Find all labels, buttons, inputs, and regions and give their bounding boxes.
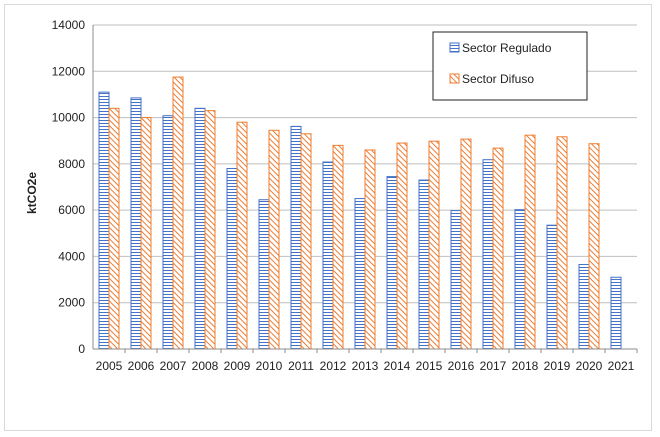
bar-sector-difuso — [172, 76, 184, 350]
bar-sector-difuso — [396, 142, 408, 350]
bar-sector-difuso — [428, 140, 440, 350]
bar-sector-difuso — [492, 147, 504, 350]
bar-sector-difuso — [332, 144, 344, 350]
legend: Sector Regulado Sector Difuso — [432, 31, 588, 101]
x-tick-label: 2008 — [192, 359, 219, 373]
x-tick-label: 2013 — [352, 359, 379, 373]
bar-sector-difuso — [460, 138, 472, 350]
bar-sector-regulado — [418, 179, 430, 350]
bar-sector-regulado — [578, 264, 590, 350]
x-tick-label: 2005 — [96, 359, 123, 373]
bar-sector-regulado — [322, 161, 334, 350]
bar-sector-regulado — [162, 115, 174, 350]
bar-sector-difuso — [364, 149, 376, 350]
bar-sector-regulado — [226, 167, 238, 350]
y-tick-label: 6000 — [58, 203, 85, 217]
chart-frame: 0 2000 4000 6000 8000 10000 12000 14000 2005 200… — [4, 4, 652, 431]
bar-sector-regulado — [386, 176, 398, 350]
bar-sector-regulado — [194, 107, 206, 350]
y-tick-label: 8000 — [58, 157, 85, 171]
bars — [98, 76, 622, 350]
x-tick-label: 2016 — [448, 359, 475, 373]
x-tick-label: 2021 — [608, 359, 635, 373]
bar-sector-regulado — [354, 198, 366, 350]
bar-sector-regulado — [450, 210, 462, 350]
x-tick-label: 2019 — [544, 359, 571, 373]
legend-swatch-sector-regulado — [449, 42, 460, 53]
x-tick-label: 2012 — [320, 359, 347, 373]
y-axis-title: ktCO2e — [25, 172, 39, 214]
x-tick-label: 2017 — [480, 359, 507, 373]
legend-label-sector-difuso: Sector Difuso — [462, 72, 534, 86]
y-tick-label: 14000 — [52, 18, 86, 32]
bar-sector-difuso — [524, 134, 536, 350]
bar-sector-regulado — [546, 224, 558, 350]
bar-sector-regulado — [130, 97, 142, 350]
bar-sector-difuso — [300, 133, 312, 350]
bar-sector-difuso — [108, 107, 120, 350]
y-tick-label: 12000 — [52, 64, 86, 78]
bar-sector-difuso — [204, 110, 216, 350]
bar-sector-difuso — [556, 136, 568, 350]
bar-sector-regulado — [610, 276, 622, 350]
y-tick-label: 10000 — [52, 111, 86, 125]
x-tick-label: 2009 — [224, 359, 251, 373]
legend-label-sector-regulado: Sector Regulado — [462, 41, 552, 55]
bar-sector-difuso — [588, 143, 600, 350]
y-tick-label: 0 — [78, 342, 85, 356]
bar-sector-regulado — [482, 159, 494, 350]
y-tick-labels: 0 2000 4000 6000 8000 10000 12000 14000 — [52, 18, 86, 356]
bar-sector-regulado — [514, 209, 526, 350]
x-tick-label: 2014 — [384, 359, 411, 373]
legend-swatch-sector-difuso — [449, 73, 460, 84]
y-tick-label: 2000 — [58, 296, 85, 310]
x-tick-label: 2007 — [160, 359, 187, 373]
bar-sector-regulado — [258, 199, 270, 350]
x-tick-label: 2011 — [288, 359, 314, 373]
x-tick-label: 2010 — [256, 359, 283, 373]
bar-sector-regulado — [290, 125, 302, 350]
x-tick-label: 2006 — [128, 359, 155, 373]
bar-sector-regulado — [98, 91, 110, 350]
axes — [92, 25, 638, 353]
bar-sector-difuso — [236, 121, 248, 350]
y-tick-label: 4000 — [58, 249, 85, 263]
x-tick-label: 2018 — [512, 359, 539, 373]
x-tick-label: 2015 — [416, 359, 443, 373]
x-tick-label: 2020 — [576, 359, 603, 373]
bar-sector-difuso — [268, 129, 280, 350]
x-tick-labels: 2005 2006 2007 2008 2009 2010 2011 2012 2013 2014… — [96, 359, 635, 373]
bar-sector-difuso — [140, 117, 152, 350]
